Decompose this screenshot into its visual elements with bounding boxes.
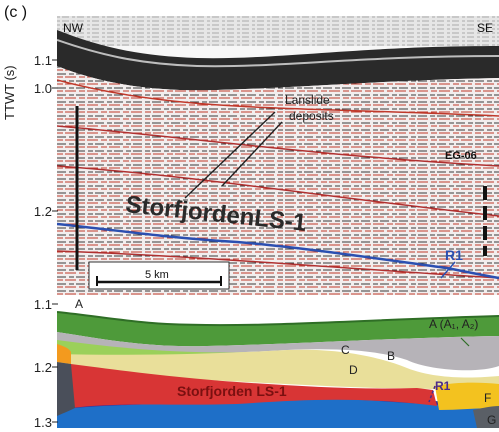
panel-label: (c ) bbox=[4, 4, 28, 21]
profile-label: EG-06 bbox=[445, 150, 477, 162]
ytick-lower-2: 1.2 bbox=[33, 360, 52, 375]
ytick-upper-3: 1.2 bbox=[33, 204, 52, 219]
y-axis-title: TTWT (s) bbox=[2, 65, 17, 120]
annotation-leader-2 bbox=[221, 121, 283, 187]
ytick-upper-1: 1.1 bbox=[33, 53, 52, 68]
label-d: D bbox=[349, 363, 358, 377]
annotation-leader-1 bbox=[184, 111, 276, 199]
annotation-text-line1: Lanslide bbox=[285, 93, 330, 107]
unit-orange-left bbox=[57, 344, 71, 364]
unit-d-beige bbox=[57, 349, 499, 392]
ytick-upper-2: 1.0 bbox=[33, 81, 52, 96]
unit-g-right-grey bbox=[473, 406, 499, 428]
label-g: G bbox=[487, 413, 496, 427]
orientation-nw: NW bbox=[63, 21, 84, 35]
unit-f-yellow bbox=[435, 382, 499, 410]
label-slide: Storfjorden LS-1 bbox=[177, 383, 287, 399]
reflector-r1-line bbox=[57, 222, 499, 280]
label-r1: R1 bbox=[435, 379, 451, 393]
unit-g-left-grey bbox=[57, 362, 75, 416]
scale-bar-box bbox=[88, 261, 230, 290]
seafloor-reflection bbox=[57, 30, 499, 91]
label-f: F bbox=[484, 391, 491, 405]
label-c: C bbox=[341, 343, 350, 357]
upper-tick-marks bbox=[52, 59, 58, 212]
label-a-left: A bbox=[75, 297, 83, 311]
ytick-lower-1: 1.1 bbox=[33, 297, 52, 312]
ytick-lower-3: 1.3 bbox=[33, 415, 52, 430]
orientation-se: SE bbox=[477, 21, 493, 35]
unit-b-grey bbox=[57, 332, 499, 371]
scale-bar-label: 5 km bbox=[145, 269, 169, 281]
annotation-text-line2: deposits bbox=[289, 109, 334, 123]
r1-pointer bbox=[428, 385, 436, 403]
lower-tick-marks bbox=[52, 303, 58, 423]
label-b: B bbox=[387, 349, 395, 363]
a-pointer bbox=[460, 337, 470, 347]
reflector-label: R1 bbox=[445, 247, 463, 263]
r1-leader bbox=[440, 261, 456, 279]
unit-slide-red bbox=[71, 364, 437, 408]
interpretation-panel: A A (A₁, A₂) B C D F G R1 Storfjorden LS… bbox=[57, 296, 499, 432]
seismic-section-image: NW SE Lanslide deposits EG-06 Storfjorde… bbox=[57, 16, 499, 295]
label-a-right: A (A₁, A₂) bbox=[429, 317, 478, 331]
